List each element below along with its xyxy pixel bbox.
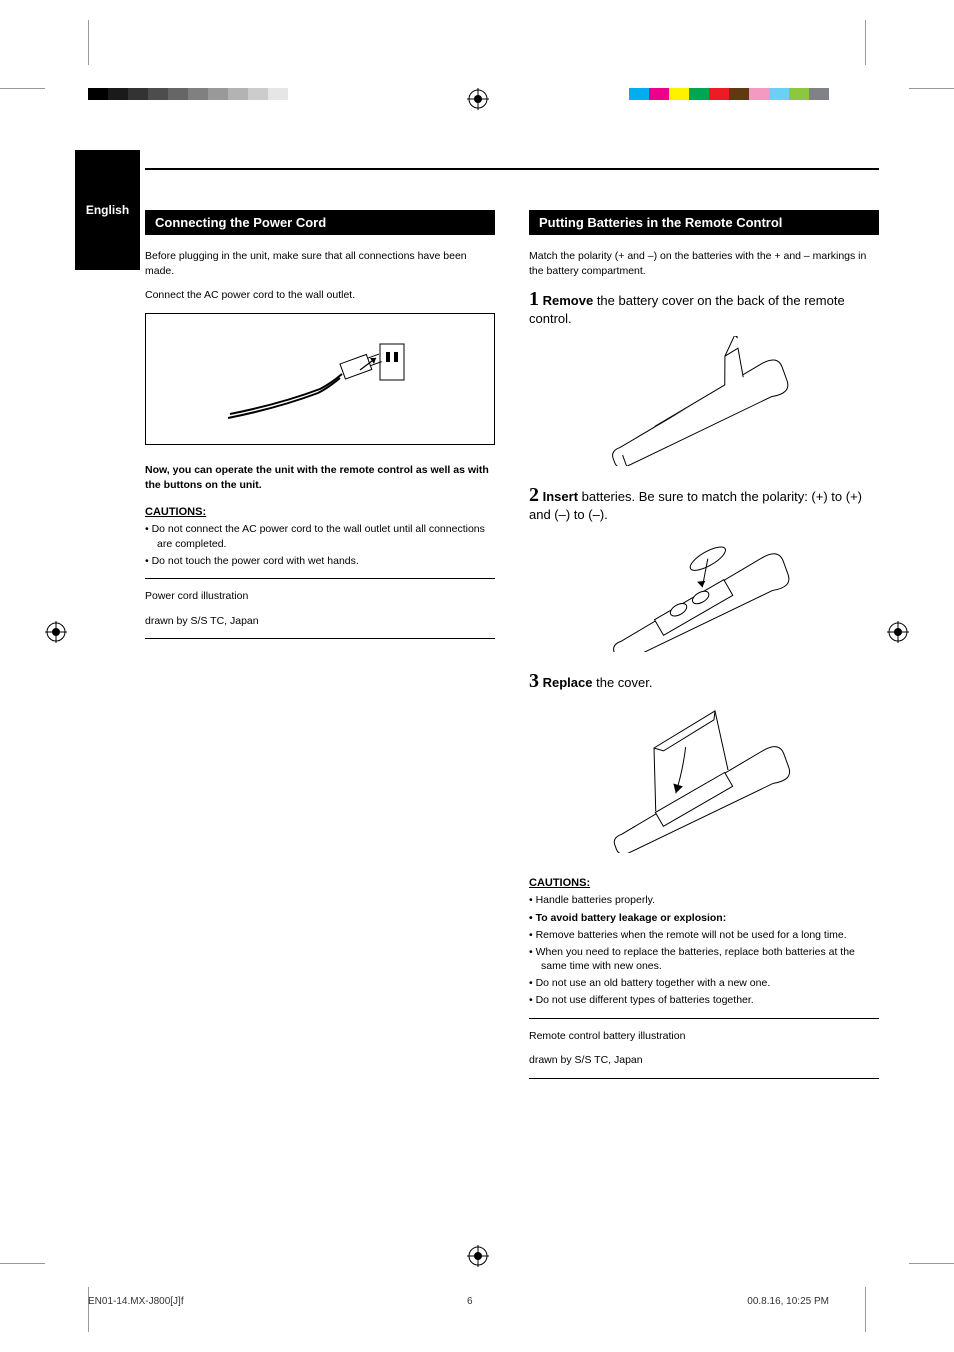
right-column: Putting Batteries in the Remote Control … [529, 210, 879, 1089]
divider [145, 578, 495, 579]
power-cord-para-2: Connect the AC power cord to the wall ou… [145, 288, 495, 303]
caution-label: CAUTIONS: [145, 506, 495, 518]
registration-mark [467, 88, 489, 110]
remote-figure-3 [529, 703, 879, 853]
figure-credit: Remote control battery illustration [529, 1029, 879, 1044]
caution-item: • Handle batteries properly. [529, 893, 879, 907]
footer-date: 00.8.16, 10:25 PM [747, 1296, 829, 1307]
remote-figure-2 [529, 532, 879, 652]
divider [529, 1018, 879, 1019]
divider [529, 1078, 879, 1079]
registration-mark [467, 1245, 489, 1267]
caution-item: • Do not use different types of batterie… [529, 993, 879, 1007]
language-tab: English [75, 150, 140, 270]
section-header-batteries: Putting Batteries in the Remote Control [529, 210, 879, 235]
caution-item: • Remove batteries when the remote will … [529, 928, 879, 942]
figure-credit: drawn by S/S TC, Japan [529, 1053, 879, 1068]
step-heading-1: 1 Remove the battery cover on the back o… [529, 288, 879, 326]
footer-filename: EN01-14.MX-J800[J]f [88, 1296, 184, 1307]
caution-label: CAUTIONS: [529, 877, 879, 889]
caution-item: • Do not connect the AC power cord to th… [145, 522, 495, 550]
power-cord-bold: Now, you can operate the unit with the r… [145, 463, 495, 492]
registration-mark [45, 621, 67, 643]
caution-item: • Do not use an old battery together wit… [529, 976, 879, 990]
power-cord-figure [145, 313, 495, 445]
divider [145, 638, 495, 639]
color-registration-bar [629, 88, 829, 100]
figure-credit: Power cord illustration [145, 589, 495, 604]
figure-credit: drawn by S/S TC, Japan [145, 614, 495, 629]
caution-item: • Do not touch the power cord with wet h… [145, 554, 495, 568]
power-cord-para-1: Before plugging in the unit, make sure t… [145, 249, 495, 278]
batteries-intro: Match the polarity (+ and –) on the batt… [529, 249, 879, 278]
left-column: Connecting the Power Cord Before pluggin… [145, 210, 495, 1089]
caution-item: • To avoid battery leakage or explosion: [529, 911, 879, 925]
grayscale-color-bar [88, 88, 288, 100]
registration-mark [887, 621, 909, 643]
step-heading-3: 3 Replace the cover. [529, 670, 879, 693]
section-header-power-cord: Connecting the Power Cord [145, 210, 495, 235]
remote-figure-1 [529, 336, 879, 466]
footer-page-number: 6 [467, 1296, 473, 1307]
header-rule [145, 168, 879, 170]
step-heading-2: 2 Insert batteries. Be sure to match the… [529, 484, 879, 522]
caution-item: • When you need to replace the batteries… [529, 945, 879, 973]
